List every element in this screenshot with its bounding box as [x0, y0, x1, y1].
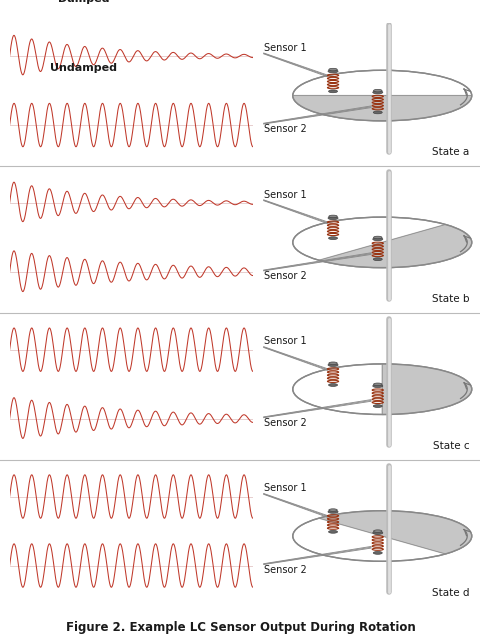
- Ellipse shape: [327, 70, 337, 73]
- Ellipse shape: [328, 509, 336, 511]
- Text: Sensor 1: Sensor 1: [263, 43, 306, 53]
- Ellipse shape: [372, 111, 382, 114]
- Text: State b: State b: [431, 294, 468, 304]
- Text: Undamped: Undamped: [50, 62, 117, 73]
- Ellipse shape: [327, 510, 337, 513]
- Ellipse shape: [373, 90, 381, 92]
- Text: State d: State d: [431, 588, 468, 598]
- Ellipse shape: [373, 383, 381, 386]
- Polygon shape: [318, 511, 471, 554]
- Ellipse shape: [328, 384, 337, 386]
- Text: Sensor 2: Sensor 2: [263, 565, 306, 574]
- Text: Figure 2. Example LC Sensor Output During Rotation: Figure 2. Example LC Sensor Output Durin…: [65, 621, 415, 634]
- Text: Sensor 1: Sensor 1: [263, 336, 306, 346]
- Ellipse shape: [372, 551, 382, 554]
- Ellipse shape: [327, 216, 337, 220]
- Ellipse shape: [373, 530, 381, 533]
- Text: Damped: Damped: [58, 0, 109, 4]
- Text: Sensor 2: Sensor 2: [263, 124, 306, 134]
- Polygon shape: [382, 364, 471, 415]
- Text: Sensor 2: Sensor 2: [263, 271, 306, 281]
- Ellipse shape: [372, 404, 382, 408]
- Text: Sensor 2: Sensor 2: [263, 418, 306, 428]
- Ellipse shape: [328, 68, 336, 71]
- Ellipse shape: [328, 215, 336, 218]
- Polygon shape: [292, 95, 471, 121]
- Ellipse shape: [328, 90, 337, 93]
- Ellipse shape: [328, 531, 337, 533]
- Ellipse shape: [372, 238, 382, 241]
- Ellipse shape: [372, 384, 382, 388]
- Text: Sensor 1: Sensor 1: [263, 483, 306, 493]
- Ellipse shape: [372, 91, 382, 94]
- Ellipse shape: [328, 362, 336, 365]
- Ellipse shape: [327, 363, 337, 366]
- Text: State a: State a: [432, 147, 468, 157]
- Ellipse shape: [372, 258, 382, 261]
- Text: Sensor 1: Sensor 1: [263, 189, 306, 200]
- Ellipse shape: [372, 531, 382, 535]
- Ellipse shape: [373, 236, 381, 239]
- Ellipse shape: [328, 237, 337, 240]
- Polygon shape: [318, 225, 471, 268]
- Text: State c: State c: [432, 441, 468, 451]
